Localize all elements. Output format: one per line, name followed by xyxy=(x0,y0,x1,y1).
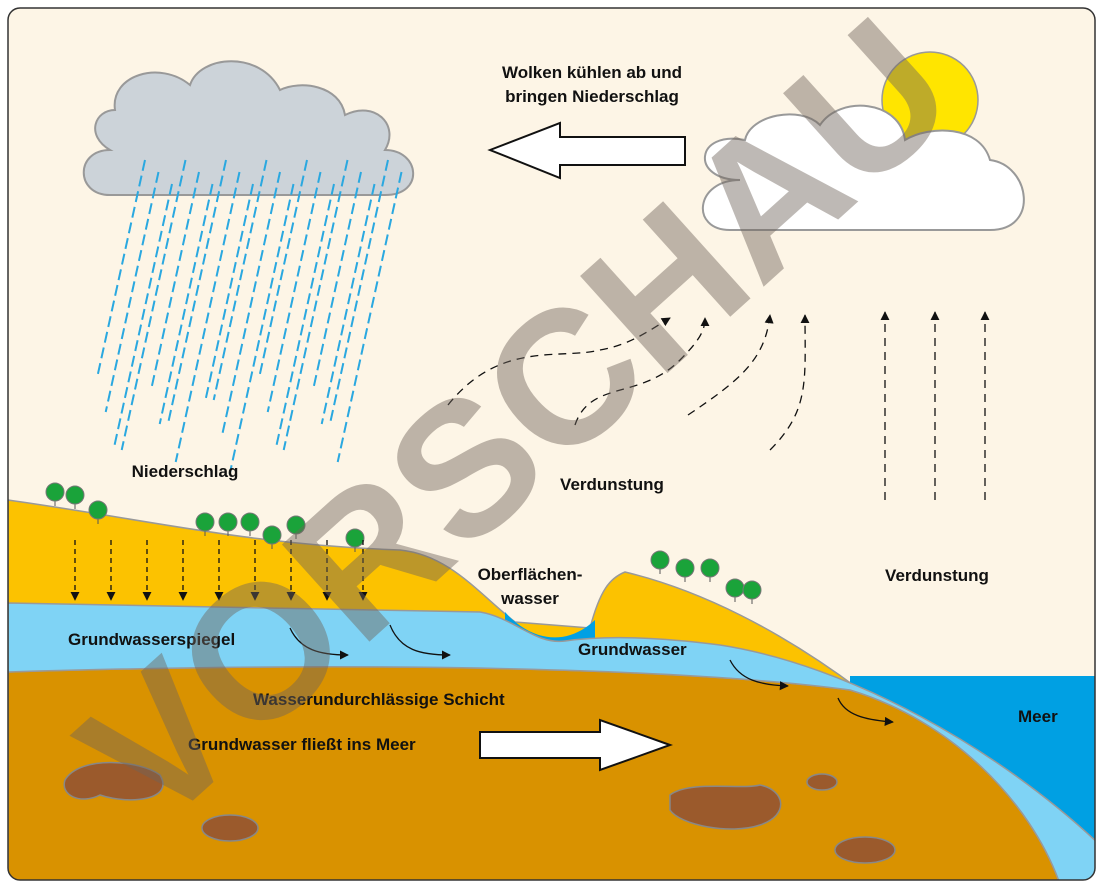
tree-crown xyxy=(701,559,719,577)
tree-crown xyxy=(46,483,64,501)
label-precipitation: Niederschlag xyxy=(132,462,239,481)
label-sea: Meer xyxy=(1018,707,1058,726)
label-clouds-2: bringen Niederschlag xyxy=(505,87,679,106)
label-groundwater: Grundwasser xyxy=(578,640,687,659)
tree-crown xyxy=(651,551,669,569)
tree-crown xyxy=(743,581,761,599)
tree-crown xyxy=(89,501,107,519)
tree-crown xyxy=(219,513,237,531)
water-cycle-diagram: Wolken kühlen ab und bringen Niederschla… xyxy=(0,0,1103,884)
tree-crown xyxy=(726,579,744,597)
label-evaporation-sea: Verdunstung xyxy=(885,566,989,585)
label-surface-water-2: wasser xyxy=(500,589,559,608)
tree-crown xyxy=(676,559,694,577)
label-clouds-1: Wolken kühlen ab und xyxy=(502,63,682,82)
tree-crown xyxy=(66,486,84,504)
tree-crown xyxy=(196,513,214,531)
